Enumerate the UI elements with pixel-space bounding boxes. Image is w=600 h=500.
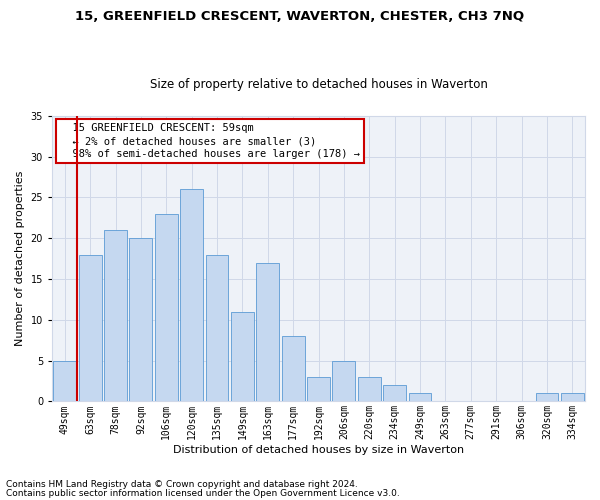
Text: 15 GREENFIELD CRESCENT: 59sqm
  ← 2% of detached houses are smaller (3)
  98% of: 15 GREENFIELD CRESCENT: 59sqm ← 2% of de… [60, 123, 360, 160]
Bar [231, 312, 254, 402]
Bar [256, 262, 279, 402]
Bar [155, 214, 178, 402]
Text: Contains HM Land Registry data © Crown copyright and database right 2024.: Contains HM Land Registry data © Crown c… [6, 480, 358, 489]
Bar [307, 377, 330, 402]
Text: Contains public sector information licensed under the Open Government Licence v3: Contains public sector information licen… [6, 488, 400, 498]
Bar [130, 238, 152, 402]
Text: 15, GREENFIELD CRESCENT, WAVERTON, CHESTER, CH3 7NQ: 15, GREENFIELD CRESCENT, WAVERTON, CHEST… [76, 10, 524, 23]
Bar [104, 230, 127, 402]
X-axis label: Distribution of detached houses by size in Waverton: Distribution of detached houses by size … [173, 445, 464, 455]
Y-axis label: Number of detached properties: Number of detached properties [15, 171, 25, 346]
Bar [180, 189, 203, 402]
Bar [53, 360, 76, 402]
Bar [561, 394, 584, 402]
Bar [206, 254, 229, 402]
Bar [409, 394, 431, 402]
Bar [332, 360, 355, 402]
Title: Size of property relative to detached houses in Waverton: Size of property relative to detached ho… [149, 78, 487, 91]
Bar [79, 254, 101, 402]
Bar [383, 385, 406, 402]
Bar [282, 336, 305, 402]
Bar [536, 394, 559, 402]
Bar [358, 377, 381, 402]
